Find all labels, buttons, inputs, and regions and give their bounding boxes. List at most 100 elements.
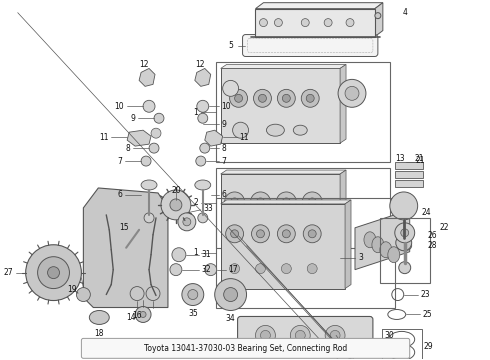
Bar [380, 218, 430, 283]
Circle shape [231, 230, 239, 238]
Circle shape [143, 100, 155, 112]
Bar [220, 68, 340, 143]
Circle shape [274, 19, 282, 27]
Circle shape [226, 225, 244, 243]
Bar [216, 198, 395, 307]
Circle shape [188, 289, 198, 300]
Text: 27: 27 [3, 268, 13, 277]
Circle shape [144, 213, 154, 223]
Text: 35: 35 [188, 310, 197, 319]
Circle shape [301, 19, 309, 27]
Circle shape [324, 19, 332, 27]
Circle shape [396, 235, 412, 251]
Ellipse shape [89, 310, 109, 324]
Text: 9: 9 [130, 114, 135, 123]
Ellipse shape [388, 247, 400, 263]
Polygon shape [205, 130, 222, 146]
Circle shape [222, 80, 239, 96]
Circle shape [161, 190, 191, 220]
Ellipse shape [372, 237, 384, 253]
Circle shape [261, 330, 270, 340]
Circle shape [306, 94, 314, 102]
Circle shape [233, 122, 248, 138]
Bar [395, 171, 423, 178]
Circle shape [183, 218, 191, 226]
Circle shape [141, 156, 151, 166]
Text: 26: 26 [428, 231, 437, 240]
Bar [220, 252, 335, 264]
Ellipse shape [195, 180, 211, 190]
Circle shape [308, 230, 316, 238]
Circle shape [277, 89, 295, 107]
Circle shape [230, 89, 247, 107]
Text: 19: 19 [67, 285, 76, 294]
Circle shape [172, 248, 186, 262]
Circle shape [303, 225, 321, 243]
Circle shape [149, 143, 159, 153]
Circle shape [276, 192, 296, 212]
Circle shape [375, 13, 381, 19]
Bar [216, 168, 390, 248]
Text: 12: 12 [195, 60, 204, 69]
Circle shape [259, 94, 267, 102]
Text: 8: 8 [221, 144, 226, 153]
Circle shape [25, 245, 81, 301]
Circle shape [146, 287, 160, 301]
Ellipse shape [364, 232, 376, 248]
Polygon shape [83, 188, 168, 307]
Text: 12: 12 [139, 60, 149, 69]
Bar [395, 162, 423, 169]
Ellipse shape [267, 124, 284, 136]
Text: 22: 22 [440, 223, 449, 232]
Polygon shape [195, 68, 211, 86]
Text: 1: 1 [193, 108, 198, 117]
Ellipse shape [276, 254, 288, 262]
Text: 6: 6 [117, 190, 122, 199]
Polygon shape [139, 68, 155, 86]
Circle shape [282, 230, 290, 238]
Text: 15: 15 [120, 223, 129, 232]
Circle shape [399, 262, 411, 274]
Text: 16: 16 [132, 311, 142, 320]
Circle shape [250, 192, 270, 212]
Circle shape [401, 229, 409, 237]
Circle shape [282, 198, 290, 206]
Circle shape [140, 311, 146, 318]
Bar [220, 204, 345, 289]
Circle shape [200, 143, 210, 153]
Bar [382, 329, 422, 360]
Circle shape [48, 267, 59, 279]
Text: 34: 34 [226, 315, 236, 324]
Ellipse shape [398, 241, 412, 251]
Circle shape [325, 325, 345, 345]
Text: 29: 29 [424, 342, 433, 351]
Circle shape [130, 287, 144, 301]
Circle shape [395, 223, 415, 243]
Polygon shape [375, 3, 383, 37]
Polygon shape [220, 64, 346, 68]
Circle shape [281, 264, 292, 274]
Circle shape [235, 94, 243, 102]
Circle shape [346, 19, 354, 27]
Text: 5: 5 [229, 41, 234, 50]
Text: 20: 20 [171, 186, 181, 195]
Text: 23: 23 [420, 290, 430, 299]
Circle shape [135, 306, 151, 323]
Circle shape [198, 213, 208, 223]
Circle shape [231, 198, 239, 206]
Bar [216, 62, 390, 162]
Circle shape [154, 113, 164, 123]
Text: 33: 33 [204, 204, 214, 213]
Circle shape [282, 94, 290, 102]
Ellipse shape [222, 254, 235, 262]
Circle shape [307, 264, 317, 274]
Circle shape [345, 86, 359, 100]
Polygon shape [127, 130, 151, 146]
Ellipse shape [241, 254, 252, 262]
FancyBboxPatch shape [243, 35, 378, 57]
Text: 8: 8 [125, 144, 130, 153]
Text: 9: 9 [221, 120, 226, 129]
Text: 21: 21 [416, 156, 425, 165]
Text: 13: 13 [395, 154, 404, 163]
Circle shape [230, 264, 240, 274]
